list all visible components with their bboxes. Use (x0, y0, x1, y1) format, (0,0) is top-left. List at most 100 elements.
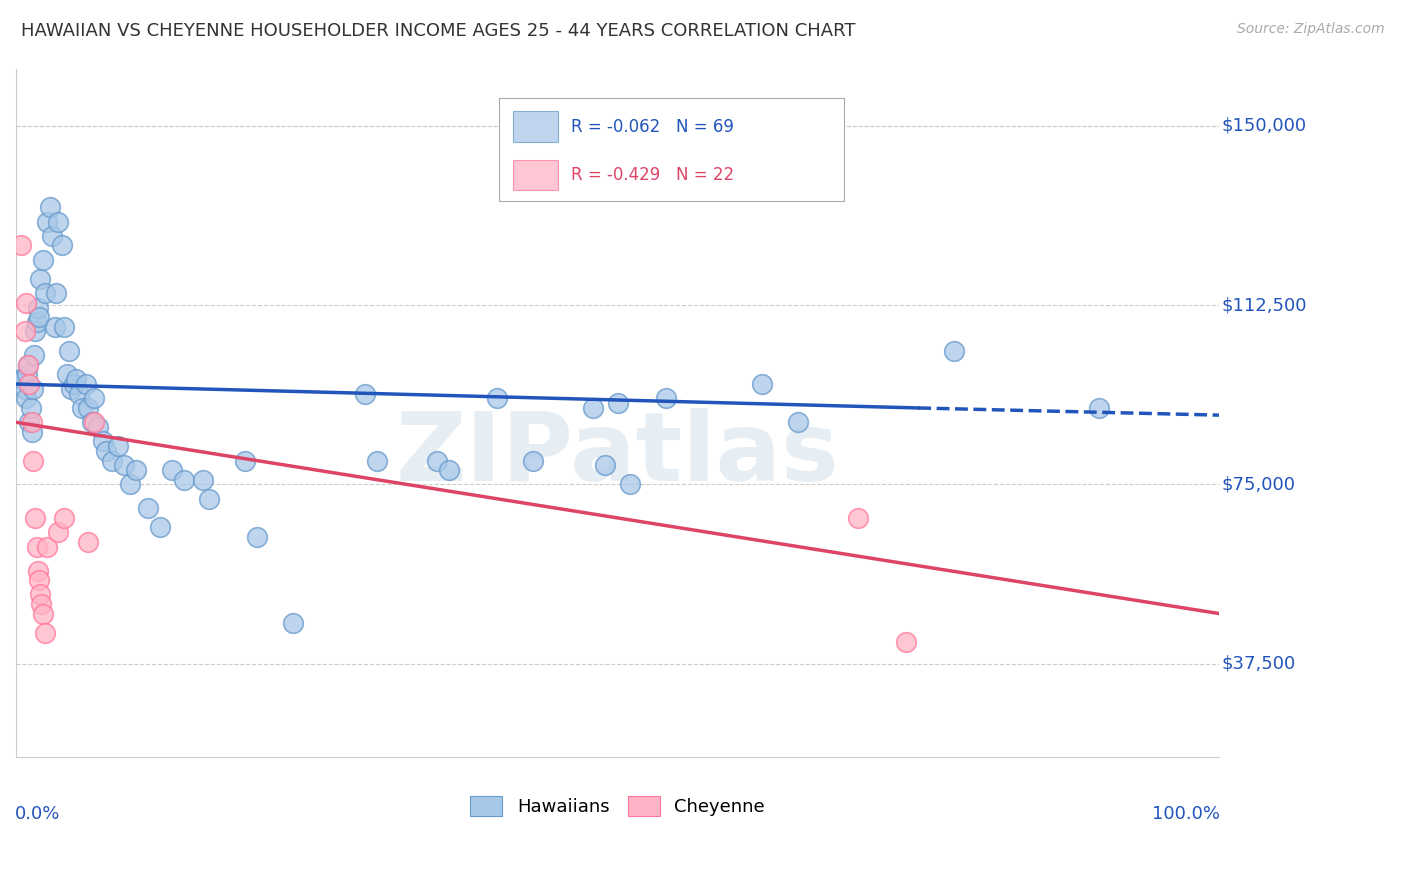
Point (138, 501, 160, 516)
Text: $75,000: $75,000 (1222, 475, 1295, 493)
FancyBboxPatch shape (513, 112, 558, 142)
Point (65, 372, 87, 386)
Point (37, 540, 59, 554)
Point (1087, 401, 1109, 415)
Point (751, 377, 773, 392)
Point (846, 511, 869, 525)
Point (21, 382, 44, 396)
Point (24, 511, 46, 525)
Point (787, 415, 810, 429)
Point (31, 607, 53, 621)
Point (101, 453, 124, 467)
Point (14, 392, 37, 406)
Point (96, 444, 118, 458)
Point (22, 348, 45, 362)
Text: 100.0%: 100.0% (1152, 805, 1220, 823)
Point (25, 315, 48, 329)
Point (46, 214, 69, 228)
Text: $112,500: $112,500 (1222, 296, 1306, 314)
Point (281, 616, 304, 631)
Point (70, 401, 93, 415)
Point (437, 463, 460, 477)
Point (67, 386, 90, 401)
Point (80, 415, 103, 429)
Point (162, 463, 184, 477)
Point (77, 401, 100, 415)
Point (173, 473, 195, 487)
FancyBboxPatch shape (513, 160, 558, 190)
Point (426, 453, 449, 467)
Point (53, 319, 76, 334)
Point (28, 310, 51, 325)
Point (354, 386, 377, 401)
Point (619, 477, 641, 491)
Point (15, 368, 38, 382)
Point (20, 401, 42, 415)
Point (10, 238, 32, 252)
Point (125, 463, 148, 477)
Text: $37,500: $37,500 (1222, 655, 1295, 673)
Point (18, 377, 41, 392)
Point (45, 286, 67, 301)
Point (486, 392, 509, 406)
Point (87, 420, 110, 434)
Point (44, 319, 66, 334)
Text: HAWAIIAN VS CHEYENNE HOUSEHOLDER INCOME AGES 25 - 44 YEARS CORRELATION CHART: HAWAIIAN VS CHEYENNE HOUSEHOLDER INCOME … (21, 22, 856, 40)
Point (55, 368, 77, 382)
Point (30, 587, 52, 601)
Point (34, 286, 56, 301)
Point (30, 597, 52, 611)
Legend: Hawaiians, Cheyenne: Hawaiians, Cheyenne (463, 789, 772, 823)
Point (30, 272, 52, 286)
Point (522, 453, 544, 467)
Point (112, 458, 135, 473)
Text: Source: ZipAtlas.com: Source: ZipAtlas.com (1237, 22, 1385, 37)
Point (27, 564, 49, 578)
Point (120, 477, 142, 491)
Point (38, 200, 60, 214)
Point (10, 372, 32, 386)
Point (606, 396, 628, 410)
Point (58, 343, 80, 358)
Point (149, 520, 172, 534)
Text: R = -0.062   N = 69: R = -0.062 N = 69 (571, 118, 734, 136)
Point (60, 382, 83, 396)
Point (233, 453, 256, 467)
Point (41, 228, 63, 243)
Point (91, 434, 114, 449)
Text: $150,000: $150,000 (1222, 117, 1306, 135)
Point (75, 377, 97, 392)
Point (27, 301, 49, 315)
Point (46, 525, 69, 540)
Point (943, 343, 966, 358)
Point (24, 325, 46, 339)
Point (63, 377, 86, 392)
Point (53, 511, 76, 525)
Point (366, 453, 388, 467)
Point (13, 372, 35, 386)
Point (77, 534, 100, 549)
Text: ZIPatlas: ZIPatlas (395, 408, 839, 500)
Point (21, 425, 44, 439)
Point (21, 453, 44, 467)
Point (25, 540, 48, 554)
Point (14, 295, 37, 310)
Point (107, 439, 129, 453)
Point (191, 473, 214, 487)
Point (37, 214, 59, 228)
Point (13, 325, 35, 339)
Point (28, 573, 51, 587)
Point (31, 252, 53, 267)
Point (246, 530, 269, 544)
Point (83, 415, 105, 429)
Text: R = -0.429   N = 22: R = -0.429 N = 22 (571, 166, 734, 184)
Point (17, 358, 39, 372)
Point (34, 625, 56, 640)
Point (197, 491, 219, 506)
Point (83, 392, 105, 406)
Point (654, 392, 676, 406)
Point (582, 401, 605, 415)
Point (17, 358, 39, 372)
Text: 0.0%: 0.0% (15, 805, 60, 823)
Point (21, 415, 44, 429)
